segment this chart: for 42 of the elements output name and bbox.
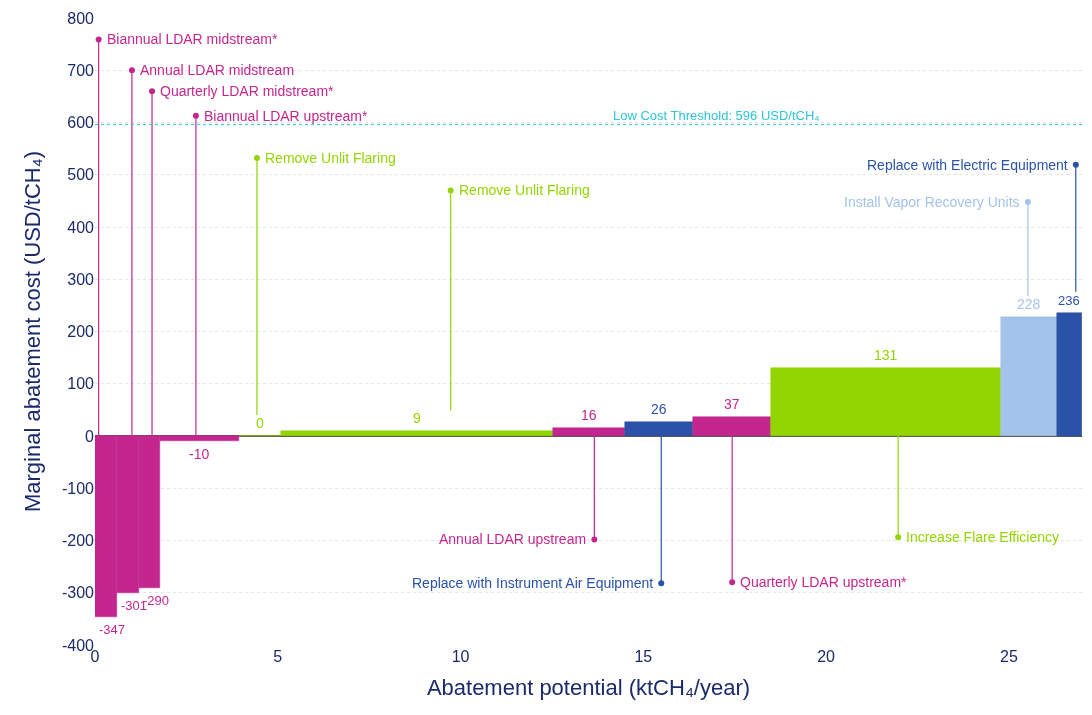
y-tick-label: -100 [61, 479, 95, 497]
data-label: 16 [581, 407, 597, 423]
y-tick-label: -300 [61, 584, 95, 602]
y-tick-label: 700 [67, 61, 95, 79]
data-label: 26 [651, 401, 667, 417]
x-tick-label: 15 [634, 648, 653, 665]
x-axis-title: Abatement potential (ktCH₄/year) [426, 674, 751, 700]
x-tick-label: 25 [999, 648, 1018, 665]
annotation: Annual LDAR upstream [439, 531, 587, 547]
annotation: Remove Unlit Flaring [265, 150, 396, 166]
x-tick-label: 10 [451, 648, 470, 665]
annotation: Replace with Electric Equipment [867, 157, 1068, 173]
data-label: 228 [1017, 296, 1041, 312]
annotation: Remove Unlit Flaring [459, 182, 590, 198]
data-label: 0 [256, 415, 264, 431]
x-tick-label: 5 [273, 648, 283, 665]
annotation: Biannual LDAR midstream* [107, 31, 278, 47]
annotation: Biannual LDAR upstream* [204, 108, 368, 124]
y-tick-label: 300 [67, 270, 95, 288]
data-label: 236 [1058, 293, 1080, 308]
data-label: -347 [99, 622, 126, 637]
annotation: Increase Flare Efficiency [906, 529, 1060, 545]
data-label: 131 [874, 347, 898, 363]
data-label: -10 [189, 446, 210, 462]
data-label: 37 [724, 396, 740, 412]
y-tick-label: 100 [67, 375, 95, 393]
annotation: Annual LDAR midstream [140, 62, 295, 78]
y-tick-label: 400 [67, 218, 95, 236]
annotation: Quarterly LDAR upstream* [740, 574, 908, 590]
annotation: Replace with Instrument Air Equipment [412, 575, 654, 591]
y-tick-label: 200 [67, 323, 95, 341]
y-tick-label: -200 [61, 532, 95, 550]
y-tick-label: 800 [67, 9, 95, 27]
y-axis-title: Marginal abatement cost (USD/tCH₄) [19, 150, 45, 513]
y-tick-label: 500 [67, 166, 95, 184]
annotation: Install Vapor Recovery Units [844, 194, 1020, 210]
data-label: 9 [413, 410, 421, 426]
ref-line-label: Low Cost Threshold: 596 USD/tCH₄ [613, 108, 820, 123]
annotation: Quarterly LDAR midstream* [160, 83, 335, 99]
y-tick-label: 0 [85, 427, 95, 445]
y-tick-label: 600 [67, 114, 95, 132]
x-tick-label: 20 [817, 648, 836, 665]
